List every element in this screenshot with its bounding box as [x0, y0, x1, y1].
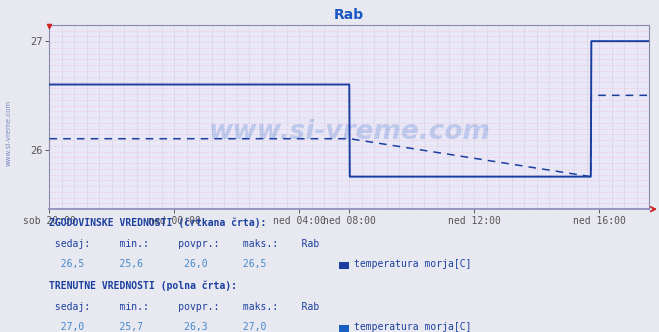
Text: www.si-vreme.com: www.si-vreme.com — [5, 100, 12, 166]
Text: 26,5      25,6       26,0      26,5: 26,5 25,6 26,0 26,5 — [49, 259, 267, 269]
Text: TRENUTNE VREDNOSTI (polna črta):: TRENUTNE VREDNOSTI (polna črta): — [49, 280, 237, 291]
Text: 27,0      25,7       26,3      27,0: 27,0 25,7 26,3 27,0 — [49, 322, 267, 332]
Title: Rab: Rab — [334, 8, 364, 22]
Text: temperatura morja[C]: temperatura morja[C] — [354, 259, 471, 269]
Text: temperatura morja[C]: temperatura morja[C] — [354, 322, 471, 332]
Text: sedaj:     min.:     povpr.:    maks.:    Rab: sedaj: min.: povpr.: maks.: Rab — [49, 302, 320, 312]
Text: sedaj:     min.:     povpr.:    maks.:    Rab: sedaj: min.: povpr.: maks.: Rab — [49, 239, 320, 249]
Text: ZGODOVINSKE VREDNOSTI (črtkana črta):: ZGODOVINSKE VREDNOSTI (črtkana črta): — [49, 217, 267, 228]
Text: www.si-vreme.com: www.si-vreme.com — [208, 119, 490, 145]
